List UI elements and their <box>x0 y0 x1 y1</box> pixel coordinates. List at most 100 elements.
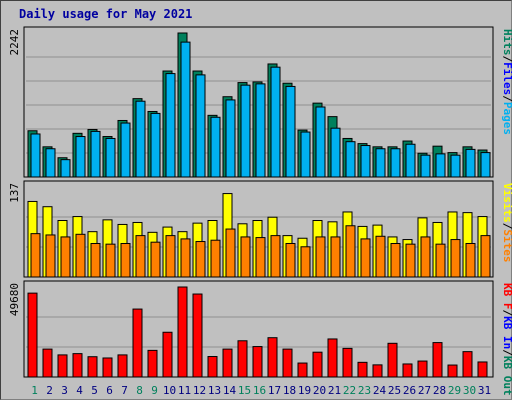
day-label: 4 <box>76 384 83 397</box>
day-label: 12 <box>193 384 206 397</box>
legend-entry: KB Out <box>501 356 512 396</box>
bar-sites-day-14 <box>225 228 236 278</box>
scale-label: 137 <box>8 183 21 203</box>
bar-files-day-5 <box>90 130 101 178</box>
bar-files-day-14 <box>225 99 236 178</box>
bar-sites-day-9 <box>150 241 161 278</box>
bar-sites-day-31 <box>480 235 491 278</box>
bar-kb-f-day-8 <box>132 308 143 378</box>
bar-files-day-13 <box>210 116 221 178</box>
day-label: 14 <box>223 384 237 397</box>
bar-kb-f-day-27 <box>417 360 428 378</box>
bar-sites-day-22 <box>345 225 356 278</box>
bar-files-day-3 <box>60 159 71 178</box>
bar-kb-f-day-2 <box>42 348 53 378</box>
bar-kb-f-day-29 <box>447 364 458 378</box>
bar-kb-f-day-20 <box>312 351 323 378</box>
legend-entry: KB In <box>501 316 512 349</box>
bar-sites-day-17 <box>270 235 281 278</box>
day-label: 22 <box>343 384 356 397</box>
bar-kb-f-day-23 <box>357 361 368 378</box>
bar-files-day-17 <box>270 66 281 178</box>
bar-sites-day-8 <box>135 235 146 278</box>
bar-files-day-7 <box>120 122 131 178</box>
legend: Visits/Sites <box>501 183 512 263</box>
legend-entry: Pages <box>501 102 512 135</box>
day-label: 5 <box>91 384 98 397</box>
bar-kb-f-day-11 <box>177 286 188 378</box>
legend-entry: KB F <box>501 283 512 310</box>
bar-kb-f-day-24 <box>372 364 383 378</box>
day-label: 19 <box>298 384 311 397</box>
day-label: 31 <box>478 384 491 397</box>
bar-files-day-15 <box>240 84 251 178</box>
bar-sites-day-12 <box>195 241 206 278</box>
bar-files-day-18 <box>285 85 296 178</box>
bar-kb-f-day-21 <box>327 338 338 378</box>
day-label: 9 <box>151 384 158 397</box>
bar-kb-f-day-16 <box>252 346 263 378</box>
bar-files-day-30 <box>465 148 476 178</box>
bar-kb-f-day-9 <box>147 349 158 378</box>
bar-kb-f-day-25 <box>387 342 398 378</box>
bar-sites-day-28 <box>435 243 446 278</box>
bar-files-day-6 <box>105 137 116 178</box>
panel-visits-sites: 137 Visits/Sites <box>8 180 512 278</box>
bar-sites-day-3 <box>60 236 71 278</box>
bar-files-day-28 <box>435 153 446 178</box>
bar-kb-f-day-13 <box>207 356 218 378</box>
bar-sites-day-23 <box>360 238 371 278</box>
legend-entry: / <box>501 349 512 356</box>
bar-kb-f-day-7 <box>117 354 128 378</box>
day-label: 8 <box>136 384 143 397</box>
bar-files-day-2 <box>45 148 56 178</box>
legend-entry: / <box>501 310 512 317</box>
day-label: 15 <box>238 384 251 397</box>
legend-entry: Visits <box>501 183 512 223</box>
bar-files-day-20 <box>315 106 326 178</box>
day-label: 30 <box>463 384 476 397</box>
day-label: 11 <box>178 384 191 397</box>
bar-files-day-24 <box>375 148 386 178</box>
bar-kb-f-day-26 <box>402 363 413 378</box>
scale-label: 49680 <box>8 283 21 316</box>
scale-label: 2242 <box>8 29 21 56</box>
bar-files-day-31 <box>480 152 491 178</box>
bar-sites-day-10 <box>165 235 176 278</box>
bar-sites-day-4 <box>75 233 86 278</box>
bar-files-day-1 <box>30 133 41 178</box>
bar-files-day-16 <box>255 83 266 178</box>
bar-files-day-22 <box>345 141 356 178</box>
day-label: 20 <box>313 384 326 397</box>
day-label: 27 <box>418 384 431 397</box>
bar-files-day-12 <box>195 74 206 178</box>
bar-files-day-4 <box>75 136 86 178</box>
bar-files-day-26 <box>405 143 416 178</box>
bar-kb-f-day-22 <box>342 347 353 378</box>
day-label: 25 <box>388 384 401 397</box>
bar-kb-f-day-10 <box>162 331 173 378</box>
bar-files-day-8 <box>135 100 146 178</box>
bar-sites-day-18 <box>285 242 296 278</box>
legend-entry: / <box>501 95 512 102</box>
legend: Hits/Files/Pages <box>501 29 512 135</box>
day-label: 24 <box>373 384 387 397</box>
bar-kb-f-day-4 <box>72 353 83 378</box>
bar-sites-day-6 <box>105 243 116 278</box>
chart-title: Daily usage for May 2021 <box>19 7 193 21</box>
day-label: 26 <box>403 384 416 397</box>
bar-kb-f-day-12 <box>192 293 203 378</box>
day-label: 13 <box>208 384 221 397</box>
bar-sites-day-1 <box>30 233 41 278</box>
bar-sites-day-19 <box>300 246 311 278</box>
day-label: 29 <box>448 384 461 397</box>
bar-kb-f-day-1 <box>27 292 38 378</box>
bar-files-day-21 <box>330 127 341 178</box>
bar-files-day-23 <box>360 145 371 178</box>
day-label: 17 <box>268 384 281 397</box>
bar-kb-f-day-17 <box>267 337 278 378</box>
bar-kb-f-day-30 <box>462 351 473 378</box>
bar-kb-f-day-5 <box>87 356 98 378</box>
